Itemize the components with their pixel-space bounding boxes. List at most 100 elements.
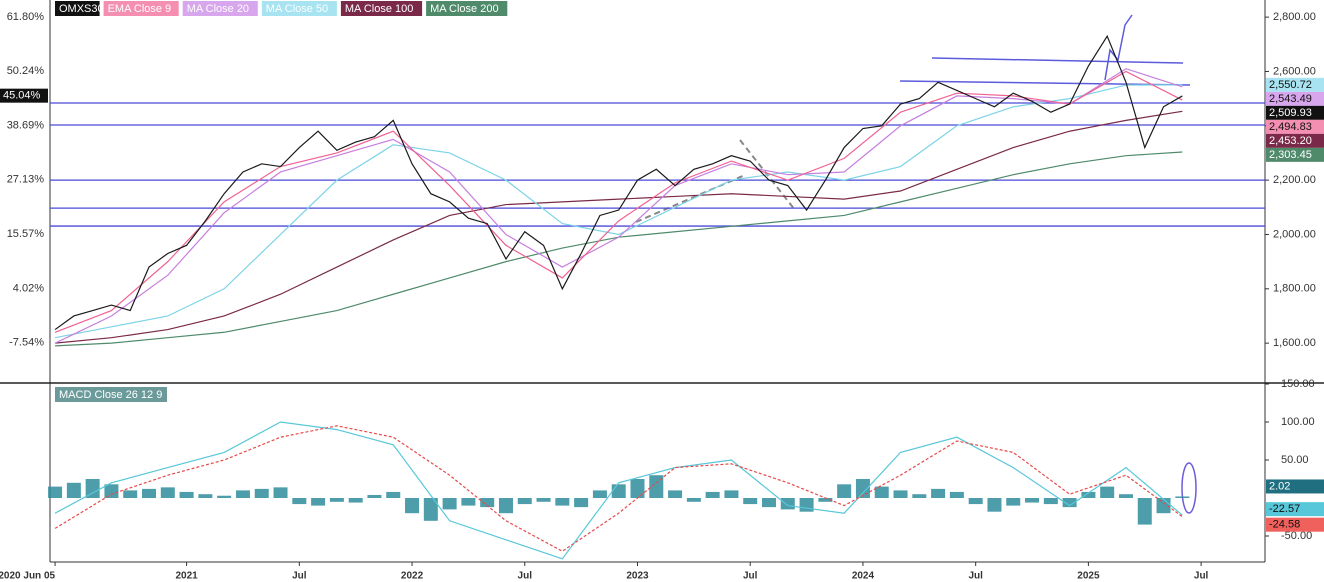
histogram-bar (724, 490, 739, 499)
price-tag-label: 2,550.72 (1269, 79, 1312, 91)
y-tick-label: 2,200.00 (1273, 174, 1316, 186)
x-tick-label: Jul (1194, 571, 1209, 582)
histogram-bar (254, 488, 269, 499)
ma-line (54, 84, 1183, 339)
histogram-bar (912, 494, 927, 499)
histogram-bar (931, 488, 946, 499)
fib-label: 61.80% (7, 11, 45, 23)
legend-swatch (103, 1, 179, 16)
histogram-bar (630, 478, 645, 499)
histogram-bar (498, 498, 513, 514)
pattern-drawing (1104, 14, 1133, 81)
histogram-bar (85, 478, 100, 499)
legend-label: EMA Close 9 (108, 3, 172, 15)
histogram-bar (1006, 498, 1021, 506)
x-tick-label: Jul (968, 571, 983, 582)
signal-line (54, 425, 1183, 552)
legend-label: MA Close 200 (430, 3, 498, 15)
y-tick-label: 100.00 (1281, 416, 1315, 428)
fib-label: 27.13% (7, 174, 45, 186)
x-tick-label: 2025 (1077, 571, 1100, 582)
macd-line (54, 421, 1183, 560)
y-tick-label: 2,600.00 (1273, 65, 1316, 77)
price-tag (1266, 105, 1324, 120)
x-tick-label: 2024 (852, 571, 875, 582)
histogram-bar (968, 498, 983, 505)
histogram-bar (160, 487, 175, 499)
indicator-title: MACD Close 26 12 9 (59, 389, 162, 401)
legend-swatch (340, 1, 423, 16)
y-tick-label: 50.00 (1281, 454, 1309, 466)
price-tag (1266, 502, 1324, 517)
y-tick-label: 1,800.00 (1273, 283, 1316, 295)
price-tag-label: 2.02 (1269, 480, 1290, 492)
histogram-bar (517, 498, 532, 505)
indicator-title-bg (55, 387, 167, 402)
histogram-bar (273, 487, 288, 499)
histogram-bar (311, 498, 326, 506)
legend: OMXS30 EMA Close 9 MA Close 20 MA Close 50 M… (55, 1, 508, 16)
histogram-bar (348, 498, 363, 503)
y-tick-label: 150.00 (1281, 378, 1315, 390)
histogram-bar (649, 475, 664, 499)
y-tick-label: -50.00 (1281, 530, 1312, 542)
histogram-bar (198, 494, 213, 499)
histogram-bar (592, 490, 607, 499)
histogram-bar (292, 498, 307, 505)
price-tag (1266, 91, 1324, 106)
fib-current-label: 45.04% (3, 90, 41, 102)
x-tick-label: Jul (518, 571, 533, 582)
histogram-bar (123, 490, 138, 499)
highlight-ellipse (1181, 462, 1197, 514)
trendline (931, 57, 1184, 64)
ma-line (54, 70, 1183, 333)
histogram-bar (235, 490, 250, 499)
legend-label: MA Close 20 (187, 3, 249, 15)
x-tick-label: 2022 (401, 571, 424, 582)
histogram-bar (536, 498, 551, 502)
fib-label: 15.57% (7, 228, 45, 240)
ma-line (55, 110, 1183, 344)
x-tick-label: 2021 (175, 571, 198, 582)
fib-current-tag (0, 88, 48, 103)
price-tag (1266, 133, 1324, 148)
x-tick-label: 2023 (626, 571, 649, 582)
histogram-bar (949, 491, 964, 499)
x-tick-label: 2020 Jun 05 (0, 571, 55, 582)
price-tag-label: -24.58 (1269, 519, 1300, 531)
fib-label: 4.02% (13, 282, 44, 294)
histogram-bar (1062, 498, 1077, 508)
price-tag-label: -22.57 (1269, 503, 1300, 515)
histogram-bar (1081, 491, 1096, 499)
fib-label: -7.54% (9, 337, 44, 349)
histogram-bar (1025, 498, 1040, 503)
price-tag (1266, 77, 1324, 92)
histogram-bar (837, 484, 852, 499)
histogram-bar (1156, 498, 1171, 514)
price-tag-label: 2,453.20 (1269, 135, 1312, 147)
histogram-bar (66, 482, 81, 499)
ma-line (54, 68, 1183, 344)
histogram-bar (743, 498, 758, 505)
histogram-bar (762, 498, 777, 508)
price-tag (1266, 119, 1324, 134)
fib-label: 38.69% (7, 119, 45, 131)
histogram-bar (405, 498, 420, 514)
histogram-bar (780, 498, 795, 510)
price-tag (1266, 517, 1324, 532)
legend-label: MA Close 100 (345, 3, 413, 15)
histogram-bar (1043, 498, 1058, 505)
y-tick-label: 2,000.00 (1273, 228, 1316, 240)
y-tick-label: 1,600.00 (1273, 337, 1316, 349)
histogram-bar (874, 486, 889, 499)
histogram-bar (423, 498, 438, 521)
x-tick-label: Jul (743, 571, 758, 582)
histogram-bar (329, 498, 344, 502)
histogram-bar (104, 484, 119, 499)
histogram-bar (611, 484, 626, 499)
histogram-bar (1100, 486, 1115, 499)
x-tick-label: Jul (292, 571, 307, 582)
price-tag-label: 2,509.93 (1269, 107, 1312, 119)
legend-swatch (55, 1, 100, 16)
